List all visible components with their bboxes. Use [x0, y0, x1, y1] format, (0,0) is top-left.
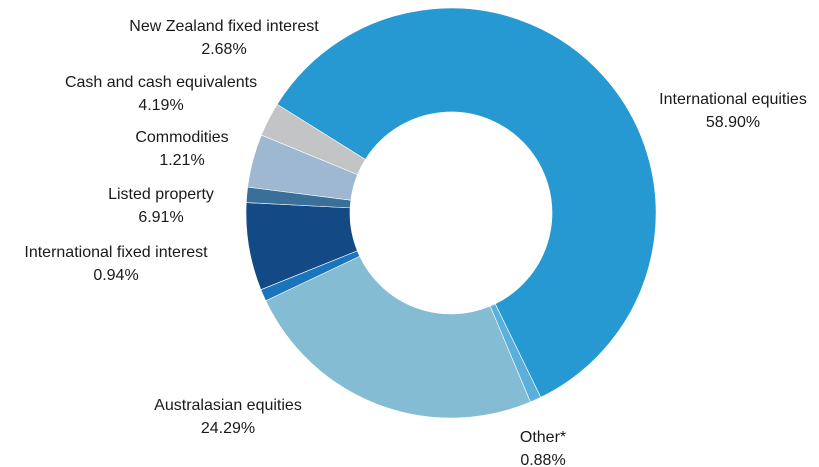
label-value-listed-property: 6.91%: [138, 209, 183, 226]
label-value-new-zealand-fixed-interest: 2.68%: [201, 41, 246, 58]
label-value-australasian-equities: 24.29%: [201, 420, 255, 437]
label-value-commodities: 1.21%: [159, 152, 204, 169]
slice-international-equities: [276, 7, 657, 398]
label-value-cash-and-cash-equivalents: 4.19%: [138, 97, 183, 114]
label-name-new-zealand-fixed-interest: New Zealand fixed interest: [129, 18, 319, 35]
slices-group: [245, 7, 657, 419]
label-name-commodities: Commodities: [135, 129, 228, 146]
label-value-international-fixed-interest: 0.94%: [93, 267, 138, 284]
label-name-cash-and-cash-equivalents: Cash and cash equivalents: [65, 74, 257, 91]
label-name-international-fixed-interest: International fixed interest: [24, 244, 208, 261]
label-name-australasian-equities: Australasian equities: [154, 397, 302, 414]
label-name-listed-property: Listed property: [108, 186, 214, 203]
labels-group: International equities 58.90% Other* 0.8…: [24, 18, 806, 467]
slice-australasian-equities: [265, 255, 531, 419]
label-name-international-equities: International equities: [659, 91, 807, 108]
label-name-other: Other*: [520, 429, 566, 446]
label-value-other: 0.88%: [520, 452, 565, 467]
slice-new-zealand-fixed-interest: [261, 103, 366, 175]
label-value-international-equities: 58.90%: [706, 114, 760, 131]
